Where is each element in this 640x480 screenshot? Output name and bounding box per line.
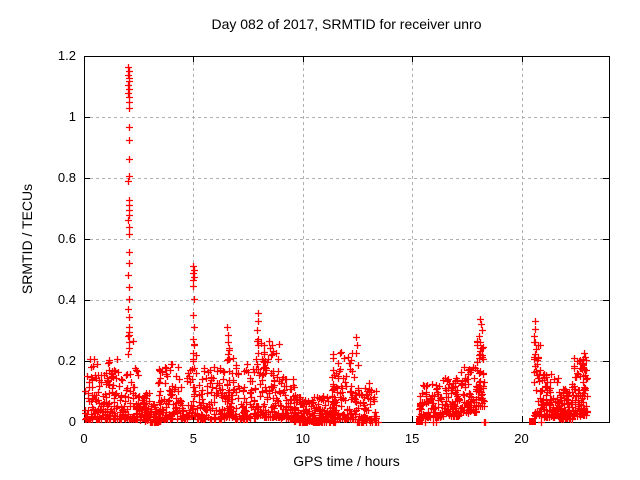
gridlines <box>84 56 609 422</box>
x-tick-label: 10 <box>296 431 310 446</box>
data-square-marker <box>529 418 536 425</box>
x-axis-label: GPS time / hours <box>293 453 400 469</box>
y-tick-label: 1 <box>69 109 76 124</box>
y-tick-label: 0.2 <box>58 353 76 368</box>
y-tick-label: 0.4 <box>58 292 76 307</box>
data-square-marker <box>416 418 423 425</box>
y-tick-label: 0.8 <box>58 170 76 185</box>
y-tick-label: 0 <box>69 414 76 429</box>
y-tick-label: 1.2 <box>58 48 76 63</box>
x-tick-label: 5 <box>190 431 197 446</box>
chart-title: Day 082 of 2017, SRMTID for receiver unr… <box>211 16 482 32</box>
x-tick-label: 20 <box>514 431 528 446</box>
data-points <box>82 64 591 426</box>
x-tick-label: 15 <box>405 431 419 446</box>
x-tick-label: 0 <box>80 431 87 446</box>
y-tick-label: 0.6 <box>58 231 76 246</box>
